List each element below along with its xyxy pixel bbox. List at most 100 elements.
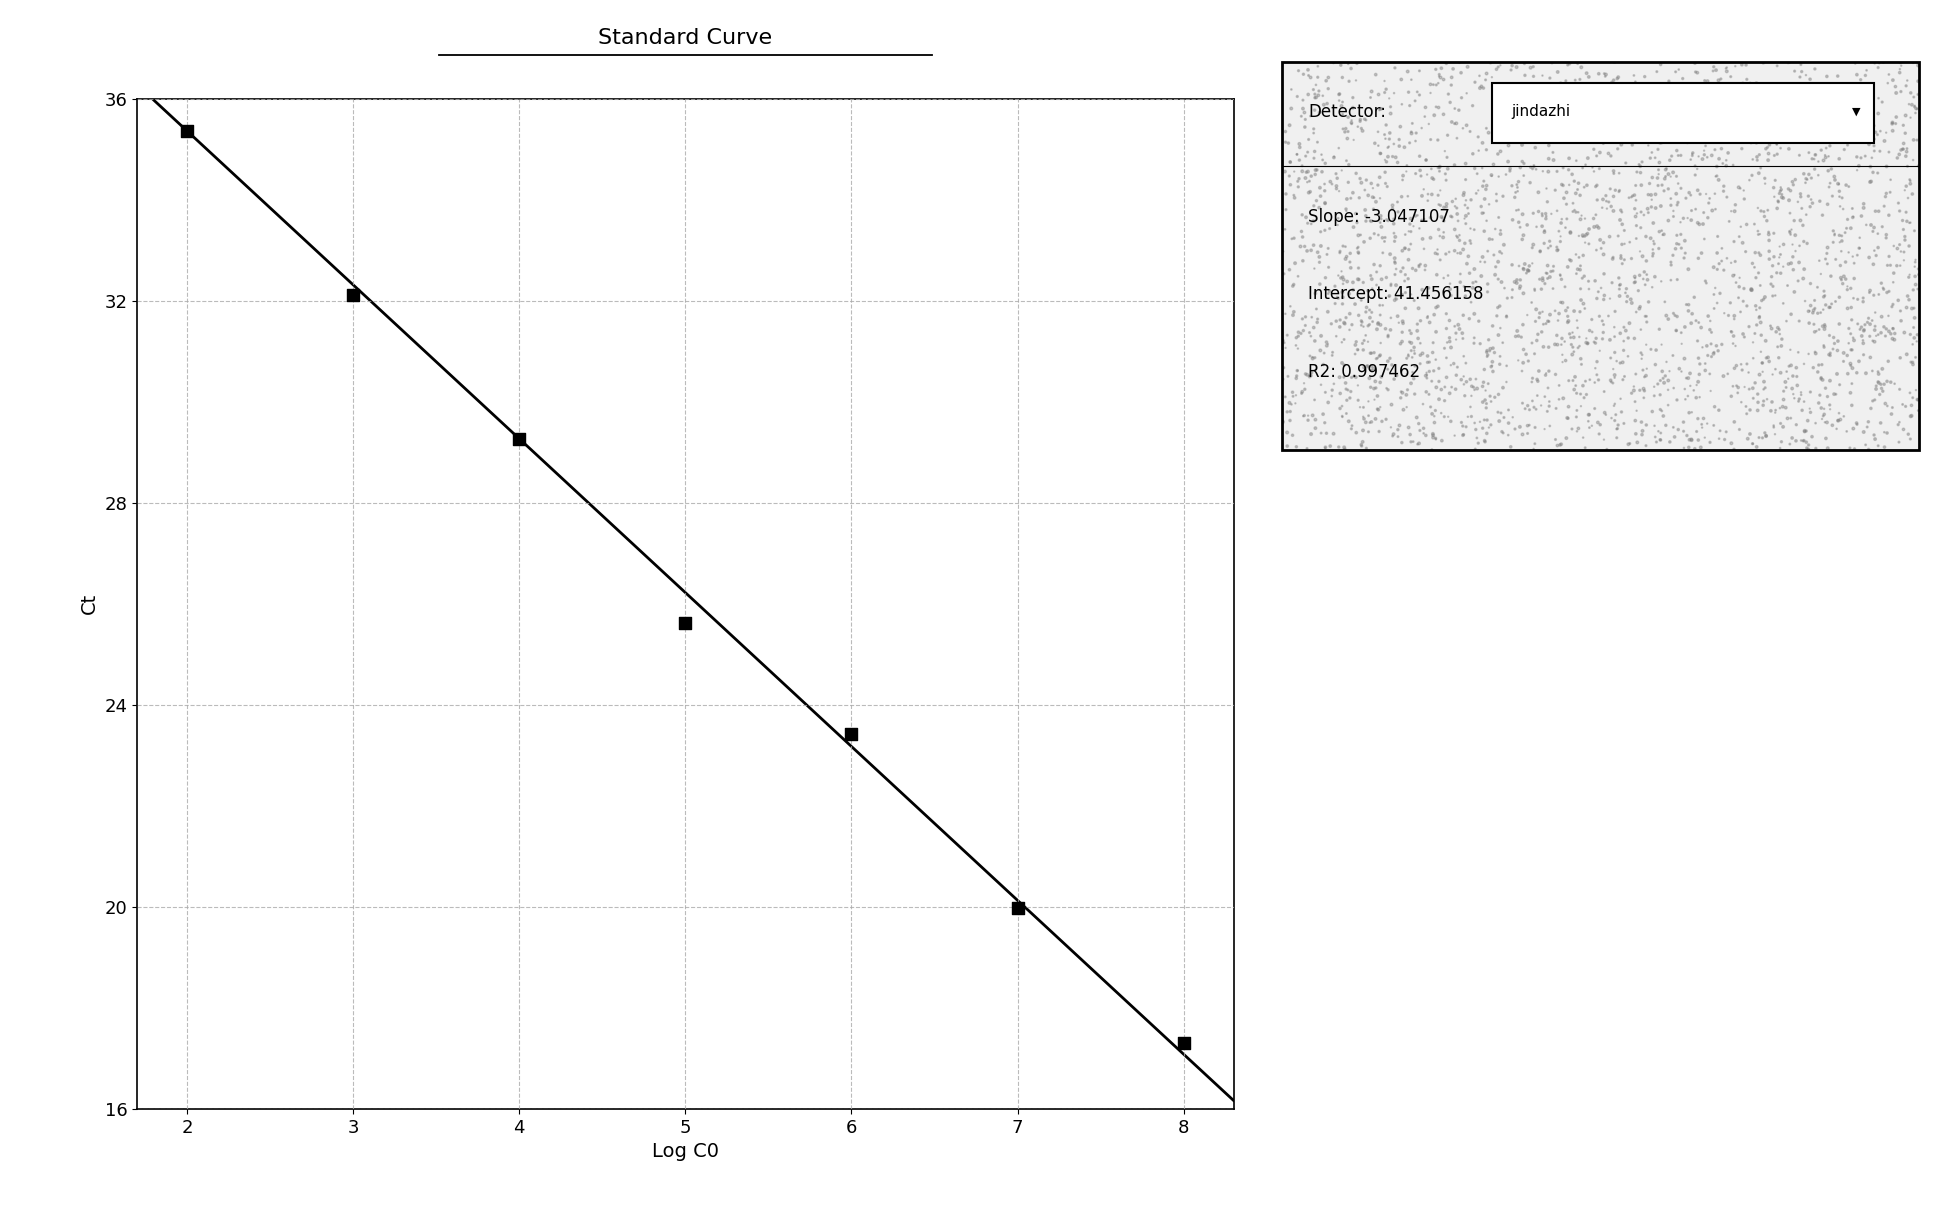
Point — [1728, 328, 1759, 347]
Point — [1526, 302, 1558, 322]
Point — [1793, 301, 1824, 320]
Point — [1775, 172, 1806, 192]
Point — [1767, 389, 1798, 409]
Point — [1834, 340, 1865, 360]
Point — [1881, 239, 1912, 259]
Point — [1828, 266, 1859, 286]
Point — [1270, 338, 1301, 357]
Point — [1354, 266, 1386, 286]
Point — [1358, 342, 1389, 362]
Point — [1303, 340, 1335, 360]
Point — [1290, 315, 1321, 335]
Point — [1861, 124, 1892, 144]
Point — [1495, 80, 1526, 100]
Point — [1333, 388, 1364, 408]
Point — [1620, 400, 1652, 420]
Point — [1571, 333, 1603, 352]
Point — [1540, 398, 1571, 418]
Point — [1660, 140, 1691, 160]
Point — [1333, 107, 1364, 127]
Point — [1883, 59, 1914, 79]
Point — [1481, 325, 1513, 345]
Point — [1530, 264, 1562, 283]
Point — [1303, 253, 1335, 272]
Point — [1648, 224, 1679, 244]
Point — [1587, 382, 1618, 402]
Point — [1798, 149, 1830, 169]
Point — [1667, 126, 1699, 145]
Point — [1389, 384, 1421, 404]
Point — [1759, 400, 1791, 420]
Point — [1356, 278, 1388, 298]
Point — [1589, 102, 1620, 122]
Point — [1423, 67, 1454, 86]
Point — [1360, 409, 1391, 429]
Point — [1575, 309, 1607, 329]
Point — [1472, 123, 1503, 143]
Point — [1887, 116, 1918, 136]
Point — [1642, 168, 1673, 187]
Point — [1503, 270, 1534, 290]
Point — [1777, 246, 1808, 266]
Point — [1615, 187, 1646, 207]
Point — [1826, 274, 1857, 293]
Point — [1507, 166, 1538, 186]
Point — [1272, 366, 1303, 386]
Point — [1560, 376, 1591, 395]
Point — [1603, 182, 1634, 202]
Point — [1898, 250, 1930, 270]
Point — [1577, 372, 1609, 392]
Point — [1378, 232, 1409, 251]
Point — [1832, 209, 1863, 229]
Point — [1429, 142, 1460, 161]
Point — [1570, 102, 1601, 122]
Point — [1454, 122, 1485, 142]
Point — [1701, 156, 1732, 176]
Point — [1470, 398, 1501, 418]
Point — [1313, 219, 1344, 239]
Point — [1354, 411, 1386, 431]
Point — [1793, 440, 1824, 460]
Point — [1382, 420, 1413, 440]
Point — [1687, 409, 1718, 429]
Point — [1752, 106, 1783, 126]
Point — [1898, 347, 1930, 367]
Point — [1765, 187, 1797, 207]
Point — [1871, 395, 1902, 415]
Point — [1828, 106, 1859, 126]
Point — [1630, 307, 1661, 326]
Point — [1297, 120, 1329, 139]
Point — [1793, 105, 1824, 124]
Point — [1444, 63, 1476, 83]
Point — [1548, 99, 1579, 118]
Point — [1321, 176, 1352, 196]
Point — [1738, 97, 1769, 117]
Point — [1726, 233, 1757, 253]
Point — [1299, 191, 1331, 211]
Point — [1411, 368, 1442, 388]
Point — [1503, 326, 1534, 346]
Point — [1773, 191, 1804, 211]
Point — [1843, 319, 1875, 339]
Point — [1301, 160, 1333, 180]
Point — [1268, 357, 1299, 377]
Point — [1798, 59, 1830, 79]
Point — [1869, 394, 1900, 414]
Point — [1634, 197, 1665, 217]
Point — [1505, 99, 1536, 118]
Point — [1857, 163, 1889, 182]
Point — [1403, 254, 1434, 274]
Point — [1654, 105, 1685, 124]
Point — [1474, 229, 1505, 249]
Point — [1301, 85, 1333, 105]
Point — [1630, 359, 1661, 378]
Point — [1382, 307, 1413, 326]
Point — [1456, 377, 1487, 397]
Point — [1630, 366, 1661, 386]
Point — [1791, 127, 1822, 147]
Point — [1536, 261, 1568, 281]
Point — [1292, 60, 1323, 80]
Point — [1828, 139, 1859, 159]
Point — [1511, 260, 1542, 280]
Point — [1724, 179, 1755, 198]
